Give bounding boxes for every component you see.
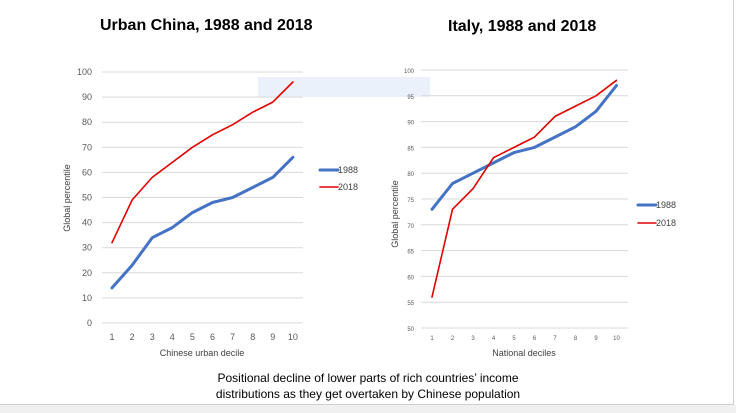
x-tick-label-urban-china: 4 bbox=[170, 332, 175, 342]
legend-label-2018-italy: 2018 bbox=[656, 218, 676, 228]
x-tick-label-urban-china: 8 bbox=[250, 332, 255, 342]
y-tick-label-italy: 50 bbox=[407, 327, 414, 333]
y-tick-label-italy: 55 bbox=[407, 301, 414, 307]
caption-line-1: Positional decline of lower parts of ric… bbox=[217, 371, 519, 385]
y-tick-label-italy: 70 bbox=[407, 224, 414, 230]
y-tick-label-italy: 75 bbox=[407, 198, 414, 204]
chart-title-urban-china: Urban China, 1988 and 2018 bbox=[100, 17, 313, 34]
y-tick-label-italy: 100 bbox=[404, 69, 415, 75]
x-tick-label-italy: 7 bbox=[553, 336, 557, 342]
x-tick-label-italy: 6 bbox=[533, 336, 537, 342]
x-tick-label-italy: 5 bbox=[512, 336, 516, 342]
y-tick-label-urban-china: 70 bbox=[82, 142, 92, 152]
y-tick-label-italy: 90 bbox=[407, 121, 414, 127]
x-tick-label-urban-china: 1 bbox=[109, 332, 114, 342]
y-tick-label-urban-china: 20 bbox=[82, 268, 92, 278]
y-tick-label-urban-china: 30 bbox=[82, 243, 92, 253]
y-tick-label-italy: 80 bbox=[407, 172, 414, 178]
faded-overlay-placeholder bbox=[258, 77, 430, 97]
series-line-1988-urban-china bbox=[110, 155, 295, 290]
y-axis-label-italy: Global percentile bbox=[390, 180, 400, 248]
y-tick-label-urban-china: 10 bbox=[82, 293, 92, 303]
y-tick-label-italy: 85 bbox=[407, 146, 414, 152]
x-tick-label-italy: 2 bbox=[451, 336, 455, 342]
page-bottom-edge bbox=[0, 405, 736, 413]
x-tick-label-urban-china: 3 bbox=[150, 332, 155, 342]
x-tick-label-italy: 4 bbox=[492, 336, 496, 342]
x-tick-label-urban-china: 2 bbox=[130, 332, 135, 342]
series-line-1988-italy bbox=[430, 84, 618, 211]
x-tick-label-italy: 8 bbox=[574, 336, 578, 342]
y-tick-label-urban-china: 80 bbox=[82, 117, 92, 127]
x-tick-label-urban-china: 6 bbox=[210, 332, 215, 342]
slide-caption: Positional decline of lower parts of ric… bbox=[0, 370, 736, 402]
legend-label-1988-urban-china: 1988 bbox=[338, 165, 358, 175]
x-tick-label-urban-china: 5 bbox=[190, 332, 195, 342]
series-line-2018-italy bbox=[431, 79, 618, 298]
chart-title-italy: Italy, 1988 and 2018 bbox=[448, 18, 597, 35]
series-line-2018-urban-china bbox=[111, 81, 294, 244]
legend-label-1988-italy: 1988 bbox=[656, 200, 676, 210]
y-tick-label-urban-china: 50 bbox=[82, 193, 92, 203]
y-tick-label-italy: 65 bbox=[407, 250, 414, 256]
y-tick-label-urban-china: 40 bbox=[82, 218, 92, 228]
slide-canvas bbox=[0, 0, 734, 405]
x-axis-label-italy: National deciles bbox=[492, 348, 556, 358]
y-tick-label-urban-china: 100 bbox=[77, 67, 92, 77]
x-tick-label-italy: 3 bbox=[471, 336, 475, 342]
x-tick-label-urban-china: 10 bbox=[288, 332, 298, 342]
y-axis-label-urban-china: Global percentile bbox=[62, 164, 72, 232]
y-tick-label-urban-china: 90 bbox=[82, 92, 92, 102]
y-tick-label-italy: 95 bbox=[407, 95, 414, 101]
x-axis-label-urban-china: Chinese urban decile bbox=[160, 348, 245, 358]
x-tick-label-italy: 10 bbox=[613, 336, 620, 342]
x-tick-label-urban-china: 7 bbox=[230, 332, 235, 342]
y-tick-label-urban-china: 0 bbox=[87, 318, 92, 328]
x-tick-label-italy: 1 bbox=[430, 336, 434, 342]
x-tick-label-italy: 9 bbox=[594, 336, 598, 342]
y-tick-label-urban-china: 60 bbox=[82, 167, 92, 177]
caption-line-2: distributions as they get overtaken by C… bbox=[215, 387, 521, 401]
y-tick-label-italy: 60 bbox=[407, 275, 414, 281]
x-tick-label-urban-china: 9 bbox=[270, 332, 275, 342]
legend-label-2018-urban-china: 2018 bbox=[338, 182, 358, 192]
